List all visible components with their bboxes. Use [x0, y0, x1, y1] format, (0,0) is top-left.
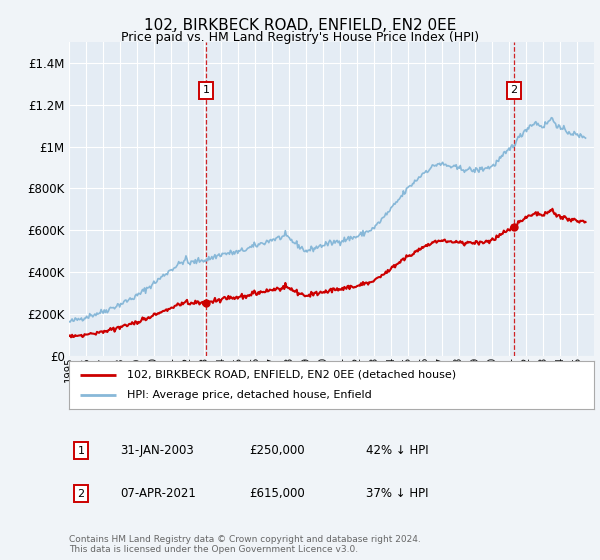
Text: 07-APR-2021: 07-APR-2021 [120, 487, 196, 501]
Text: 2: 2 [511, 85, 517, 95]
Text: HPI: Average price, detached house, Enfield: HPI: Average price, detached house, Enfi… [127, 390, 371, 400]
Text: 2: 2 [77, 489, 85, 499]
Text: Price paid vs. HM Land Registry's House Price Index (HPI): Price paid vs. HM Land Registry's House … [121, 31, 479, 44]
Text: 102, BIRKBECK ROAD, ENFIELD, EN2 0EE (detached house): 102, BIRKBECK ROAD, ENFIELD, EN2 0EE (de… [127, 370, 456, 380]
Text: 1: 1 [202, 85, 209, 95]
Text: 31-JAN-2003: 31-JAN-2003 [120, 444, 194, 458]
Text: Contains HM Land Registry data © Crown copyright and database right 2024.
This d: Contains HM Land Registry data © Crown c… [69, 535, 421, 554]
Text: 1: 1 [77, 446, 85, 456]
Text: 102, BIRKBECK ROAD, ENFIELD, EN2 0EE: 102, BIRKBECK ROAD, ENFIELD, EN2 0EE [144, 18, 456, 33]
Text: 37% ↓ HPI: 37% ↓ HPI [366, 487, 428, 501]
Text: £250,000: £250,000 [249, 444, 305, 458]
Text: 42% ↓ HPI: 42% ↓ HPI [366, 444, 428, 458]
Text: £615,000: £615,000 [249, 487, 305, 501]
